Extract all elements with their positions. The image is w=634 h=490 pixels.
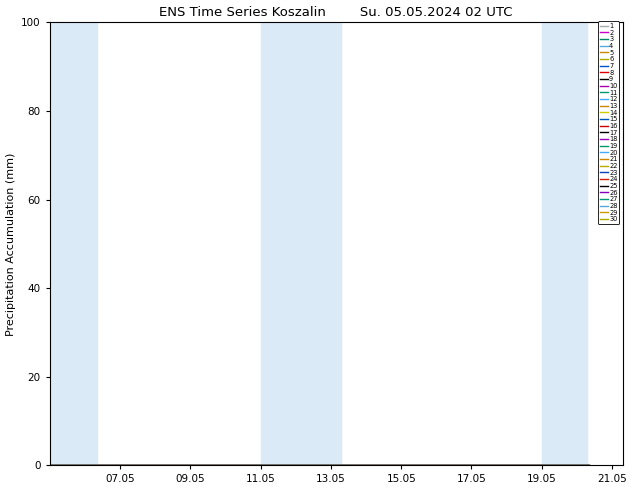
Bar bbox=[261, 23, 342, 466]
Bar bbox=[49, 23, 97, 466]
Bar bbox=[542, 23, 588, 466]
Y-axis label: Precipitation Accumulation (mm): Precipitation Accumulation (mm) bbox=[6, 152, 16, 336]
Title: ENS Time Series Koszalin        Su. 05.05.2024 02 UTC: ENS Time Series Koszalin Su. 05.05.2024 … bbox=[159, 5, 513, 19]
Legend: 1, 2, 3, 4, 5, 6, 7, 8, 9, 10, 11, 12, 13, 14, 15, 16, 17, 18, 19, 20, 21, 22, 2: 1, 2, 3, 4, 5, 6, 7, 8, 9, 10, 11, 12, 1… bbox=[598, 22, 619, 224]
